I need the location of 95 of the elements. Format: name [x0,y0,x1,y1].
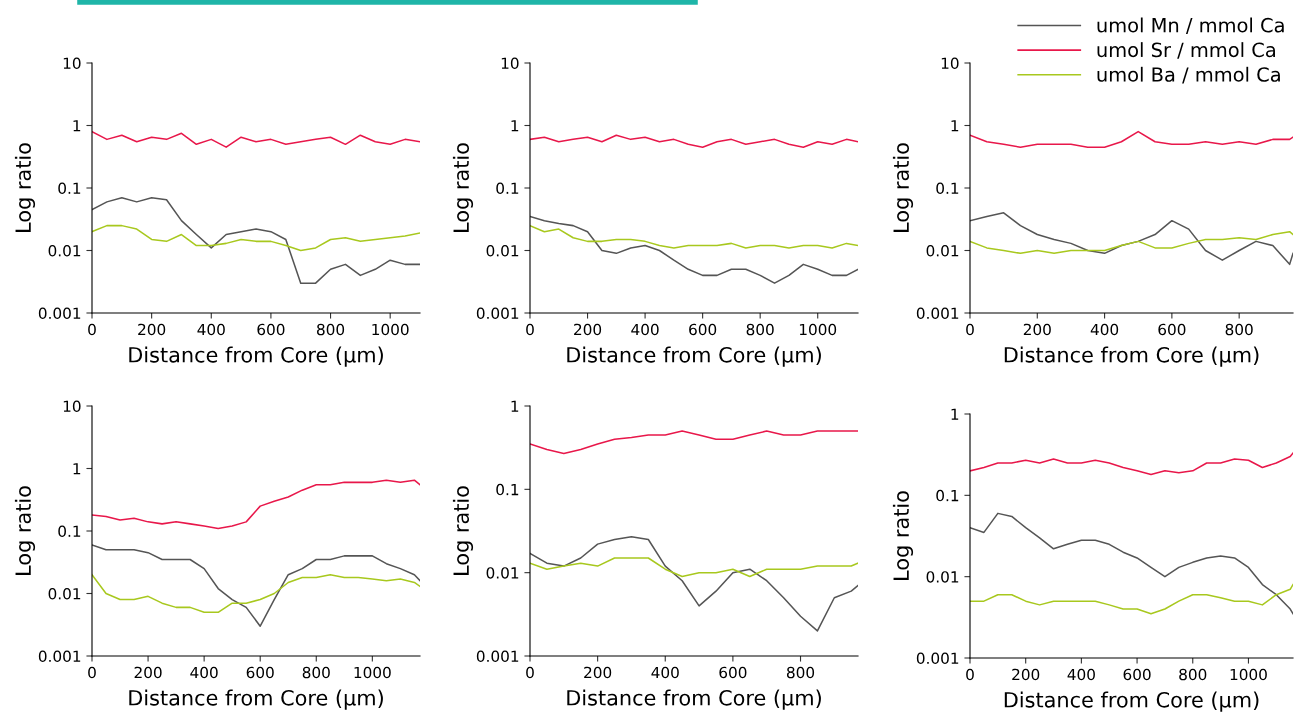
y-axis-title: Log ratio [14,143,36,232]
x-tick-label: 200 [1023,323,1051,336]
y-tick-label: 10 [501,57,519,70]
x-tick-label: 600 [719,666,747,679]
y-tick-label: 10 [941,57,959,70]
y-tick-label: 0.01 [48,244,81,257]
y-tick-label: 10 [63,400,81,413]
x-tick-label: 0 [88,323,96,336]
line-series [530,557,858,578]
x-tick-label: 0 [966,323,974,336]
y-tick-label: 0.1 [936,489,959,502]
x-tick-label: 600 [1123,668,1151,681]
x-axis-title: Distance from Core (μm) [1004,691,1259,712]
legend-label: umol Ba / mmol Ca [1097,66,1280,84]
x-tick-label: 1000 [354,666,391,679]
y-tick-label: 1 [511,120,519,132]
y-tick-label: 0.01 [48,587,81,600]
y-tick-label: 1 [951,408,959,420]
y-axis-title: Log ratio [452,486,474,575]
line-series [92,196,420,284]
y-tick-label: 0.001 [476,307,519,320]
y-axis-title: Log ratio [892,491,914,580]
x-tick-label: 1000 [372,323,409,336]
x-tick-label: 0 [526,666,534,679]
line-series [970,130,1293,148]
y-axis-title: Log ratio [892,143,914,232]
y-tick-label: 0.001 [38,650,81,663]
x-tick-label: 400 [651,666,679,679]
line-series [970,452,1293,476]
x-tick-label: 200 [1012,668,1040,681]
x-tick-label: 0 [966,668,974,681]
y-tick-label: 1 [511,400,519,412]
x-tick-label: 800 [1179,668,1207,681]
x-tick-label: 800 [746,323,774,336]
x-tick-label: 600 [246,666,274,679]
x-tick-label: 200 [138,323,166,336]
x-tick-label: 600 [1158,323,1186,336]
y-tick-label: 10 [63,57,81,70]
x-tick-label: 400 [197,323,225,336]
y-tick-label: 1 [951,120,959,132]
y-tick-label: 0.001 [916,652,959,665]
y-tick-label: 0.1 [58,525,81,538]
line-series [530,430,858,455]
line-series [970,583,1293,615]
x-tick-label: 0 [526,323,534,336]
y-tick-label: 0.01 [926,571,959,583]
line-series [970,512,1293,615]
x-tick-label: 200 [134,666,162,679]
y-tick-label: 0.1 [496,182,519,195]
x-tick-label: 0 [88,666,96,679]
y-tick-label: 0.001 [38,307,81,320]
line-series [92,224,420,252]
y-tick-label: 1 [73,463,81,475]
line-series [92,130,420,148]
x-tick-label: 400 [1067,668,1095,681]
x-tick-label: 400 [190,666,218,679]
x-tick-label: 200 [574,323,602,336]
line-series [970,212,1293,266]
line-series [530,215,858,284]
x-tick-label: 400 [1090,323,1119,336]
x-tick-label: 800 [302,666,330,679]
line-series [970,230,1293,255]
x-tick-label: 400 [631,323,659,336]
line-series [530,224,858,249]
x-axis-title: Distance from Core (μm) [567,346,821,367]
x-tick-label: 200 [584,666,612,679]
x-tick-label: 1000 [799,323,837,336]
line-series [92,573,420,614]
y-tick-label: 0.01 [486,244,519,257]
legend-label: umol Sr / mmol Ca [1097,42,1275,59]
x-axis-title: Distance from Core (μm) [129,689,383,710]
x-axis-title: Distance from Core (μm) [129,346,383,367]
y-axis-title: Log ratio [14,486,36,575]
x-tick-label: 600 [689,323,717,336]
x-tick-label: 600 [257,323,285,336]
y-tick-label: 0.01 [486,567,519,579]
y-tick-label: 1 [73,120,81,132]
x-tick-label: 800 [317,323,345,336]
line-series [92,479,420,530]
x-axis-title: Distance from Core (μm) [1004,346,1259,367]
y-axis-title: Log ratio [452,143,474,232]
x-tick-label: 800 [1225,323,1253,336]
line-series [530,535,858,632]
y-tick-label: 0.001 [916,307,959,320]
y-tick-label: 0.001 [476,650,519,663]
y-tick-label: 0.1 [58,182,81,195]
y-tick-label: 0.01 [926,244,959,257]
x-tick-label: 800 [786,666,815,679]
y-tick-label: 0.1 [496,483,519,496]
line-series [530,134,858,148]
y-tick-label: 0.1 [936,182,959,195]
line-series [92,544,420,627]
legend-label: umol Mn / mmol Ca [1097,17,1284,35]
x-tick-label: 1000 [1230,668,1267,681]
x-axis-title: Distance from Core (μm) [567,689,821,710]
